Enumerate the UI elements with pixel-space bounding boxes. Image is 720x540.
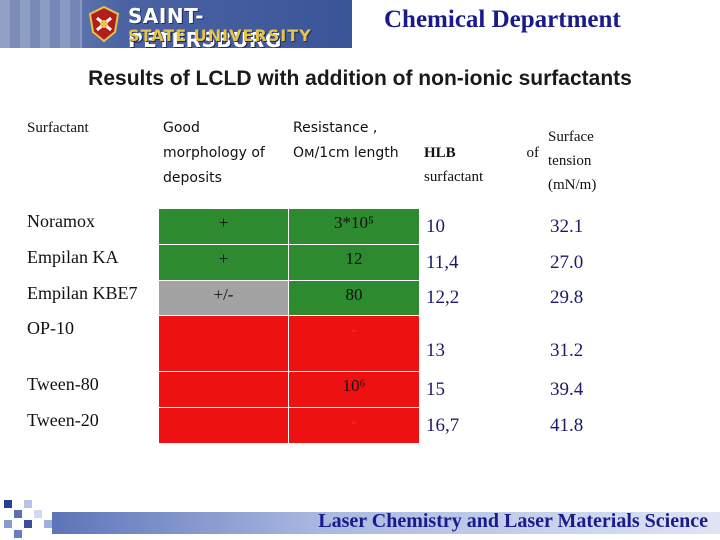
row-morphology <box>158 407 289 444</box>
table-row: Empilan KA + 12 11,4 27.0 <box>22 244 685 281</box>
row-hlb: 15 <box>419 371 544 408</box>
row-resistance: 3*10⁵ <box>288 208 420 245</box>
row-name: Empilan KA <box>22 244 159 281</box>
header-morphology-line3: deposits <box>163 170 222 186</box>
header-hlb: HLB of surfactant <box>419 113 544 209</box>
department-title: Chemical Department <box>384 6 621 33</box>
row-hlb: 16,7 <box>419 407 544 444</box>
footer-gradient-bar <box>52 512 720 534</box>
header-morphology-line1: Good <box>163 120 200 136</box>
university-banner: SAINT-PETERSBURG STATE UNIVERSITY <box>0 0 352 48</box>
header-resistance-line2: Ом/1cm length <box>293 145 399 161</box>
banner-tile-pattern <box>0 0 82 48</box>
header-morphology: Good morphology of deposits <box>158 113 289 209</box>
table-row: Noramox + 3*10⁵ 10 32.1 <box>22 208 685 245</box>
row-resistance: 12 <box>288 244 420 281</box>
header-tension: Surface tension (mN/m) <box>543 113 685 209</box>
row-tension: 27.0 <box>543 244 685 281</box>
row-resistance: 10⁶ <box>288 371 420 408</box>
header-hlb-line1: HLB <box>424 145 456 161</box>
row-tension: 41.8 <box>543 407 685 444</box>
header-resistance-line1: Resistance , <box>293 120 378 136</box>
slide-title: Results of LCLD with addition of non-ion… <box>88 67 632 90</box>
row-resistance: - <box>288 315 420 372</box>
row-morphology <box>158 371 289 408</box>
row-morphology: + <box>158 244 289 281</box>
row-name: Tween-20 <box>22 407 159 444</box>
header-resistance: Resistance , Ом/1cm length <box>288 113 420 209</box>
row-name: OP-10 <box>22 315 159 372</box>
header-tension-line2: tension <box>548 153 592 169</box>
row-hlb: 12,2 <box>419 280 544 316</box>
row-name: Empilan KBE7 <box>22 280 159 316</box>
table-row: OP-10 - 13 31.2 <box>22 315 685 372</box>
row-tension: 31.2 <box>543 315 685 372</box>
header-hlb-line2: surfactant <box>424 169 484 185</box>
table-header-row: Surfactant Good morphology of deposits R… <box>22 113 685 209</box>
row-hlb: 13 <box>419 315 544 372</box>
footer-title: Laser Chemistry and Laser Materials Scie… <box>318 510 708 532</box>
table-row: Tween-80 10⁶ 15 39.4 <box>22 371 685 408</box>
results-table: Surfactant Good morphology of deposits R… <box>22 113 685 444</box>
row-hlb: 10 <box>419 208 544 245</box>
row-tension: 29.8 <box>543 280 685 316</box>
header-hlb-of: of <box>526 145 540 161</box>
header-surfactant: Surfactant <box>22 113 159 209</box>
row-tension: 39.4 <box>543 371 685 408</box>
row-morphology: + <box>158 208 289 245</box>
footer-squares-decoration <box>4 500 52 538</box>
university-emblem-icon <box>88 5 120 43</box>
row-morphology <box>158 315 289 372</box>
row-tension: 32.1 <box>543 208 685 245</box>
row-hlb: 11,4 <box>419 244 544 281</box>
row-name: Noramox <box>22 208 159 245</box>
row-resistance: 80 <box>288 280 420 316</box>
row-resistance: - <box>288 407 420 444</box>
header-tension-line3: (mN/m) <box>548 177 597 193</box>
row-name: Tween-80 <box>22 371 159 408</box>
row-morphology: +/- <box>158 280 289 316</box>
header-morphology-line2: morphology of <box>163 145 265 161</box>
university-name-line1: SAINT-PETERSBURG <box>128 4 282 48</box>
university-name-line2: STATE UNIVERSITY <box>128 26 312 45</box>
table-row: Tween-20 - 16,7 41.8 <box>22 407 685 444</box>
table-row: Empilan KBE7 +/- 80 12,2 29.8 <box>22 280 685 316</box>
header-tension-line1: Surface <box>548 129 594 145</box>
